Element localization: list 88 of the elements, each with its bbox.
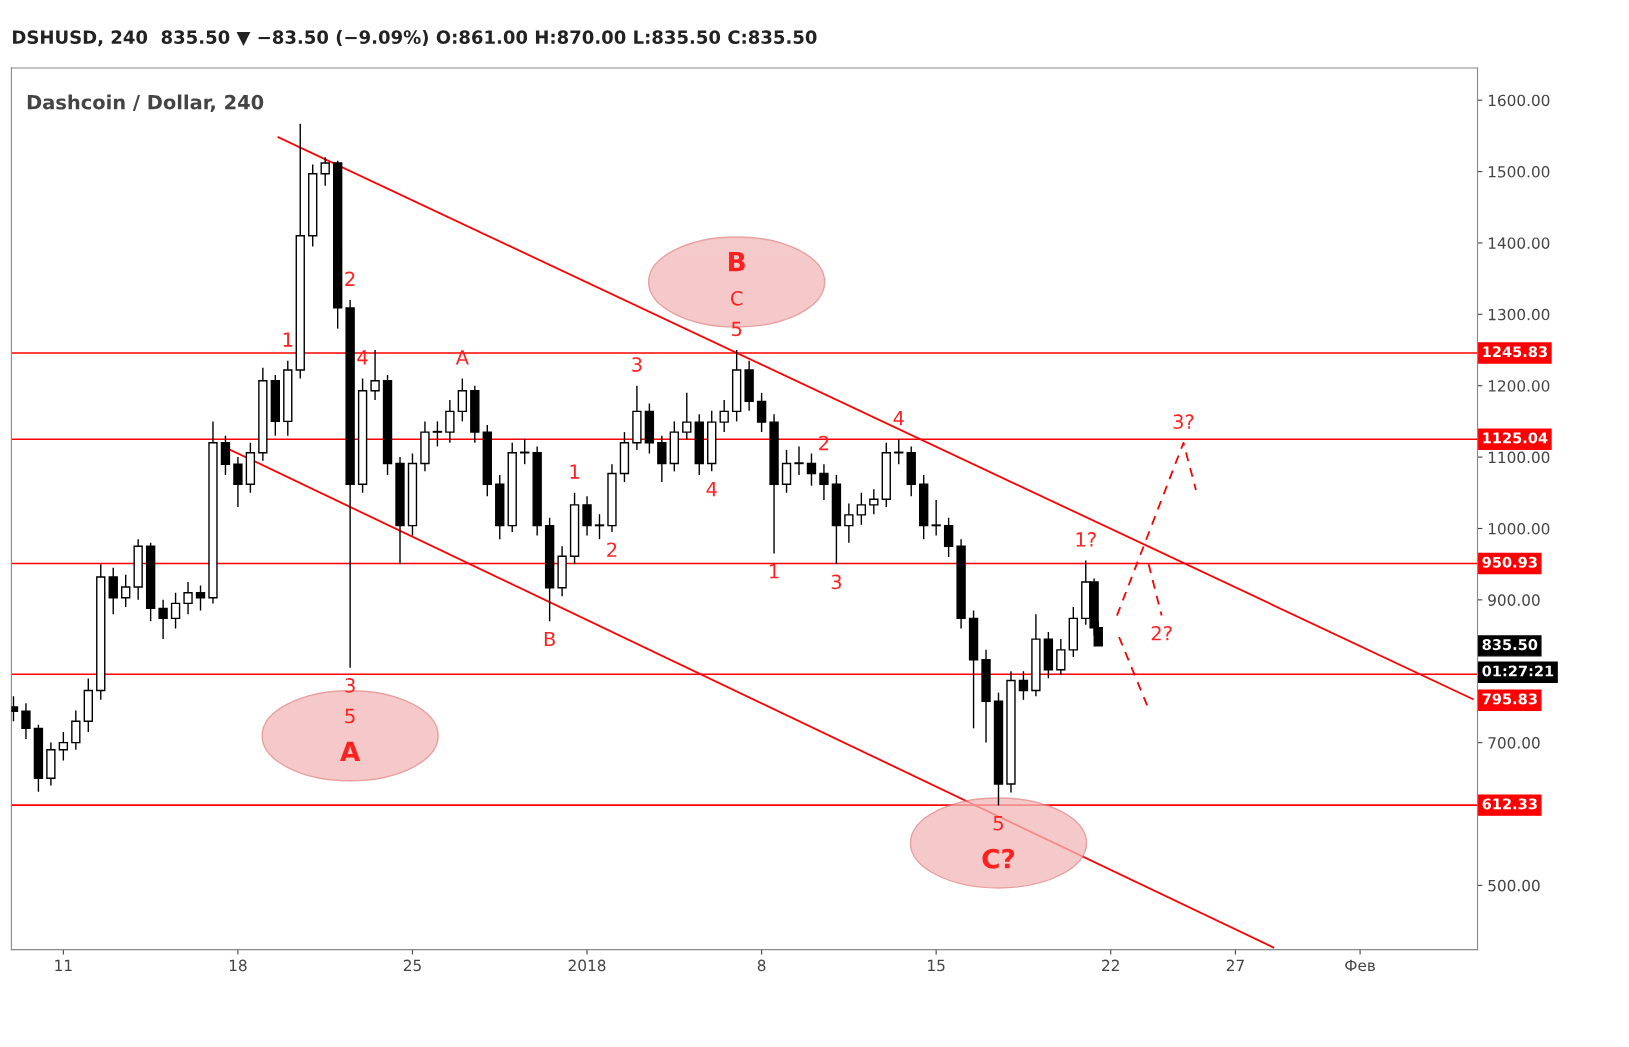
annotation: A xyxy=(340,741,361,762)
annotation: 4 xyxy=(706,482,717,497)
candlestick xyxy=(158,599,168,640)
annotation: 1 xyxy=(570,464,579,479)
ref-line-label: 1245.83 xyxy=(1483,346,1547,358)
candlestick xyxy=(170,592,181,630)
annotation: 1 xyxy=(283,332,293,347)
candlestick xyxy=(21,702,31,740)
annotation: B xyxy=(729,251,745,272)
x-tick-label: 27 xyxy=(1226,959,1244,971)
candlestick xyxy=(71,709,81,751)
candlestick xyxy=(1056,638,1066,676)
annotation: 3 xyxy=(345,678,355,693)
ref-line-label: 1125.04 xyxy=(1483,432,1548,444)
candlestick xyxy=(781,449,792,494)
x-tick-label: 8 xyxy=(757,959,766,972)
candlestick xyxy=(756,392,767,433)
ref-line-label: 950.93 xyxy=(1482,556,1537,568)
candlestick xyxy=(856,492,867,526)
x-tick-label: 18 xyxy=(229,959,247,972)
y-tick-label: 1400.00 xyxy=(1488,237,1550,249)
candlestick xyxy=(869,488,879,515)
x-tick-label: 11 xyxy=(55,959,72,971)
annotation: B xyxy=(544,631,555,647)
candlestick xyxy=(844,502,854,544)
annotation: C? xyxy=(982,848,1015,869)
candlestick xyxy=(931,499,941,537)
candlestick xyxy=(58,731,69,762)
annotation: 2 xyxy=(345,271,355,286)
candlestick xyxy=(794,445,804,476)
annotation: 2? xyxy=(1151,625,1172,641)
candlestick xyxy=(183,581,193,615)
x-tick-label: 2018 xyxy=(568,959,606,972)
x-tick-label: 25 xyxy=(403,959,421,972)
candlestick xyxy=(220,434,231,476)
annotation: 3 xyxy=(632,357,642,372)
x-tick-label: Фев xyxy=(1345,959,1375,972)
ref-line-label: 795.83 xyxy=(1482,693,1537,705)
text: 835.50 xyxy=(1482,639,1538,651)
annotation: 5 xyxy=(731,321,742,337)
text: 01:27:21 xyxy=(1482,665,1554,677)
y-tick-label: 1100.00 xyxy=(1488,451,1550,464)
x-tick-label: 15 xyxy=(928,959,945,972)
annotation: 4 xyxy=(357,350,368,365)
annotation: 2 xyxy=(819,435,829,451)
annotation: A xyxy=(455,350,469,365)
candlestick xyxy=(682,392,692,440)
y-tick-label: 900.00 xyxy=(1488,594,1540,606)
candlestick xyxy=(657,434,667,483)
candlestick xyxy=(320,156,330,187)
candlestick xyxy=(195,584,206,612)
y-tick-label: 1500.00 xyxy=(1488,166,1550,178)
y-tick-label: 1200.00 xyxy=(1488,380,1550,392)
annotation: 5 xyxy=(993,816,1003,831)
candlestick xyxy=(370,349,380,401)
y-tick-label: 1600.00 xyxy=(1488,94,1550,107)
candlestick xyxy=(894,438,904,465)
candlestick xyxy=(11,695,19,722)
annotation: 3 xyxy=(831,574,842,590)
candlestick xyxy=(520,438,530,465)
candlestick xyxy=(806,452,817,487)
annotation: 2 xyxy=(607,542,617,557)
y-tick-label: 1000.00 xyxy=(1488,522,1550,535)
candlestick xyxy=(1018,670,1029,701)
y-tick-label: 700.00 xyxy=(1488,737,1540,749)
annotation: 1? xyxy=(1076,532,1096,547)
annotation: 3? xyxy=(1173,414,1194,430)
text: Dashcoin / Dollar, 240 xyxy=(27,94,264,113)
annotation: C xyxy=(730,290,743,306)
candlestick xyxy=(108,567,118,615)
y-tick-label: 500.00 xyxy=(1488,879,1540,892)
candlestick xyxy=(457,377,468,423)
candlestick xyxy=(943,517,954,558)
candlestick xyxy=(594,513,605,540)
candlestick xyxy=(819,463,829,501)
annotation: 5 xyxy=(345,708,355,724)
ref-line-label: 612.33 xyxy=(1482,798,1537,810)
chart-subtitle: DSHUSD, 240 835.50 ▼ −83.50 (−9.09%) O:861.00 H:870.00 L:835.50 C:835.50 xyxy=(13,30,817,47)
annotation: 4 xyxy=(893,410,904,426)
candlestick xyxy=(233,456,243,508)
y-tick-label: 1300.00 xyxy=(1488,308,1550,321)
candlestick xyxy=(121,574,131,608)
x-tick-label: 22 xyxy=(1102,959,1119,971)
candlestick xyxy=(445,399,455,444)
candlestick xyxy=(432,420,443,448)
candlestick xyxy=(582,495,592,537)
candlestick xyxy=(719,399,729,433)
annotation: 1 xyxy=(770,564,779,579)
